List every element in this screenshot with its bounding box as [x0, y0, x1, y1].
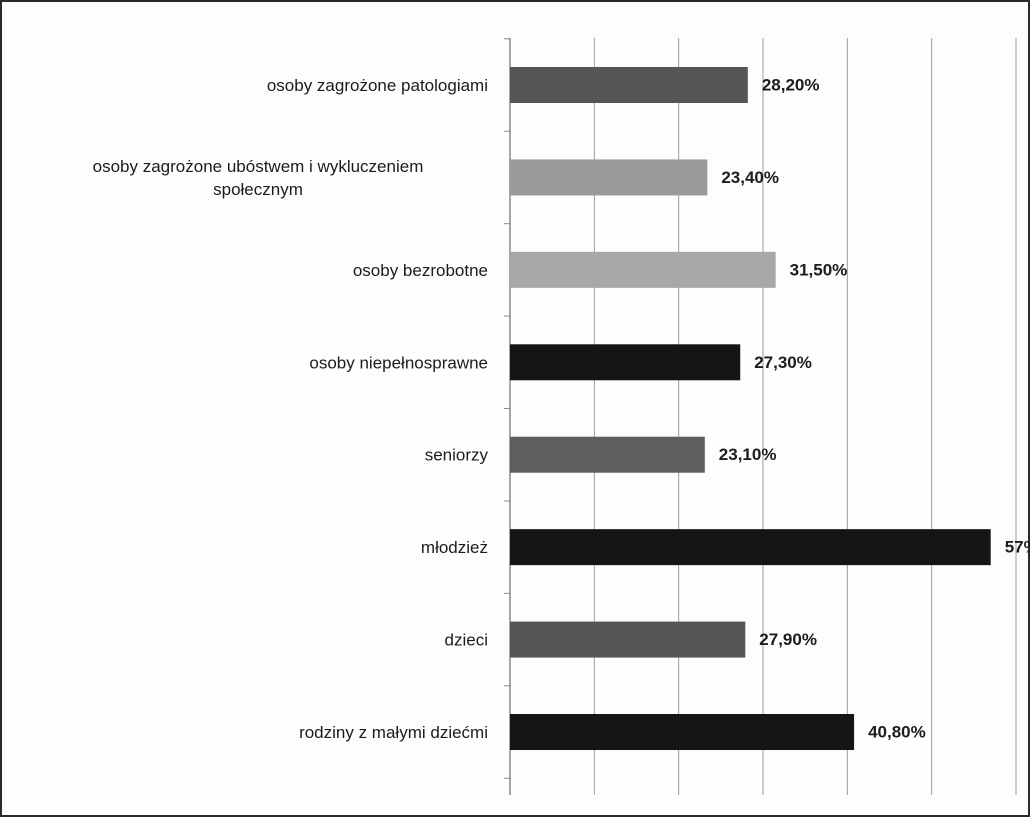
- category-label: osoby niepełnosprawne: [309, 353, 488, 372]
- bar: [510, 714, 855, 751]
- category-label: osoby zagrożone ubóstwem i wykluczeniem s…: [93, 156, 424, 198]
- category-label: młodzież: [421, 538, 488, 557]
- data-label: 23,10%: [719, 445, 777, 464]
- data-label: 57%: [1005, 538, 1030, 557]
- bar: [510, 159, 708, 196]
- bars: [510, 67, 991, 751]
- bar: [510, 436, 705, 473]
- bar: [510, 344, 741, 381]
- data-label: 28,20%: [762, 76, 820, 95]
- bar: [510, 621, 746, 658]
- category-label: seniorzy: [425, 445, 489, 464]
- category-labels: osoby zagrożone patologiami osoby zagrożo…: [93, 76, 489, 742]
- gridlines: [504, 38, 1017, 795]
- data-label: 27,30%: [754, 353, 812, 372]
- bar: [510, 67, 748, 103]
- bar: [510, 529, 991, 566]
- category-label: osoby bezrobotne: [353, 260, 488, 279]
- data-labels: 28,20% 23,40% 31,50% 27,30% 23,10% 57% 27,90% 4…: [719, 76, 1030, 742]
- data-label: 23,40%: [721, 168, 779, 187]
- category-label: dzieci: [445, 630, 488, 649]
- data-label: 27,90%: [759, 630, 817, 649]
- data-label: 40,80%: [868, 723, 926, 742]
- category-label: osoby zagrożone patologiami: [267, 76, 488, 95]
- data-label: 31,50%: [790, 260, 848, 279]
- bar: [510, 251, 776, 288]
- category-label: rodziny z małymi dziećmi: [299, 723, 488, 742]
